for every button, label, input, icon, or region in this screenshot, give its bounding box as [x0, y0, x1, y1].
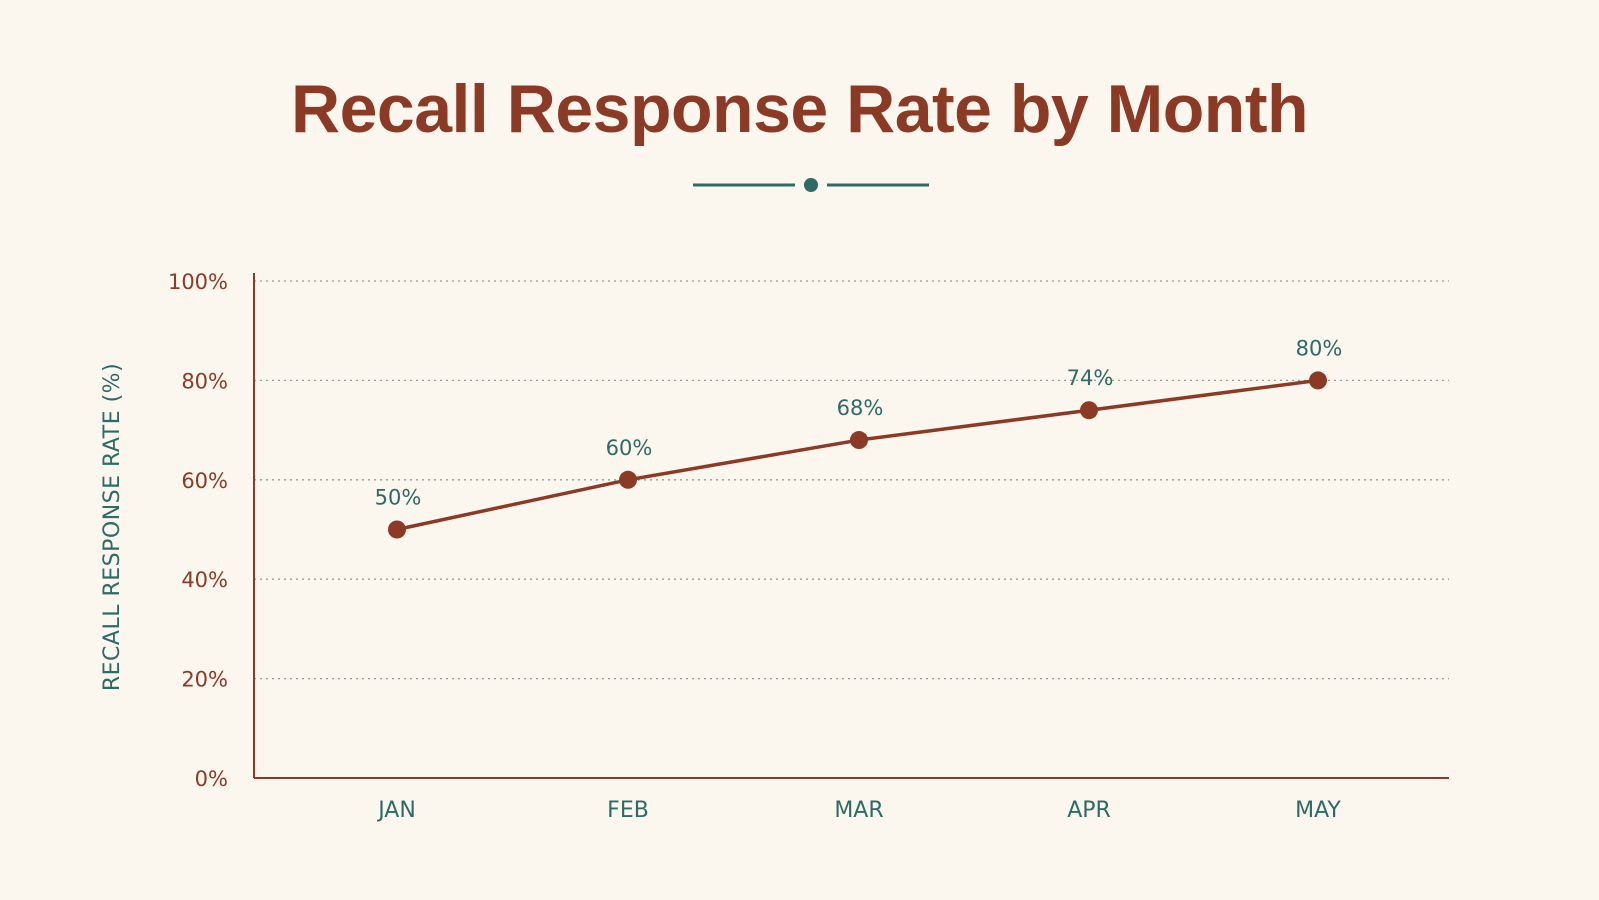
y-axis-ticks: 0% 20% 40% 60% 80% 100% — [168, 270, 228, 791]
x-tick-label: JAN — [376, 798, 416, 823]
y-tick-label: 40% — [181, 568, 228, 592]
data-point — [850, 431, 868, 450]
data-point — [388, 520, 406, 539]
title-divider — [693, 178, 929, 192]
x-tick-label: MAR — [834, 798, 883, 823]
data-label: 80% — [1296, 336, 1343, 360]
y-axis-label: RECALL RESPONSE RATE (%) — [100, 363, 125, 691]
data-label: 60% — [606, 436, 653, 460]
y-tick-label: 60% — [181, 469, 228, 493]
y-tick-label: 0% — [195, 767, 228, 791]
data-point — [619, 470, 637, 489]
data-point — [1080, 401, 1098, 420]
data-label: 68% — [837, 396, 884, 420]
data-point — [1309, 371, 1327, 390]
data-labels: 50% 60% 68% 74% 80% — [375, 336, 1343, 509]
data-label: 50% — [375, 486, 422, 510]
axes — [253, 273, 1449, 779]
x-tick-label: FEB — [607, 798, 649, 823]
grid-lines — [254, 280, 1449, 680]
x-axis-ticks: JAN FEB MAR APR MAY — [376, 798, 1341, 823]
x-tick-label: MAY — [1295, 798, 1341, 823]
data-label: 74% — [1067, 366, 1114, 390]
data-points — [388, 371, 1327, 539]
chart-title: Recall Response Rate by Month — [290, 71, 1309, 147]
x-tick-label: APR — [1067, 798, 1111, 823]
y-tick-label: 80% — [181, 369, 228, 393]
y-tick-label: 100% — [168, 270, 228, 294]
divider-dot — [804, 178, 818, 192]
y-tick-label: 20% — [181, 668, 228, 692]
